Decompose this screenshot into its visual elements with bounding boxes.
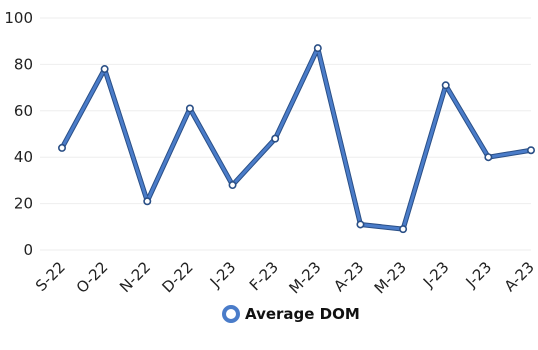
legend-marker [222,305,240,323]
data-point[interactable] [484,153,493,162]
series-line [60,46,532,231]
x-tick-label: A-23 [330,258,367,295]
data-point[interactable] [441,81,450,90]
x-tick-label: O-22 [73,258,112,297]
x-tick-label: J-23 [462,258,496,292]
data-point[interactable] [100,65,109,74]
data-point[interactable] [185,104,194,113]
x-tick-label: J-23 [206,258,240,292]
x-tick-label: J-23 [419,258,453,292]
data-point[interactable] [356,220,365,229]
data-point[interactable] [399,225,408,234]
legend[interactable]: Average DOM [222,305,360,323]
x-tick-label: M-23 [371,258,410,297]
y-tick-label: 0 [23,241,33,259]
x-tick-label: N-22 [116,258,154,296]
data-point[interactable] [313,44,322,53]
grid-layer [40,17,531,251]
x-tick-label: A-23 [501,258,538,295]
x-tick-label: M-23 [285,258,324,297]
x-axis-ticks: S-22 O-22 N-22 D-22 J-23 F-23 M-23 A-23 M-23 J-23… [32,258,538,297]
data-point[interactable] [228,181,237,190]
y-tick-label: 60 [14,102,33,120]
x-tick-label: S-22 [32,258,69,295]
y-tick-label: 80 [14,55,33,73]
x-tick-label: F-23 [246,258,282,294]
data-point[interactable] [526,146,535,155]
data-point[interactable] [57,143,66,152]
y-tick-label: 100 [4,9,33,27]
legend-label: Average DOM [245,305,360,323]
data-point[interactable] [143,197,152,206]
series-layer [57,44,535,234]
y-axis-ticks: 0 20 40 60 80 100 [4,9,33,259]
x-tick-label: D-22 [159,258,197,296]
data-point[interactable] [271,134,280,143]
series-line-outline [59,45,532,232]
y-tick-label: 20 [14,195,33,213]
y-tick-label: 40 [14,148,33,166]
